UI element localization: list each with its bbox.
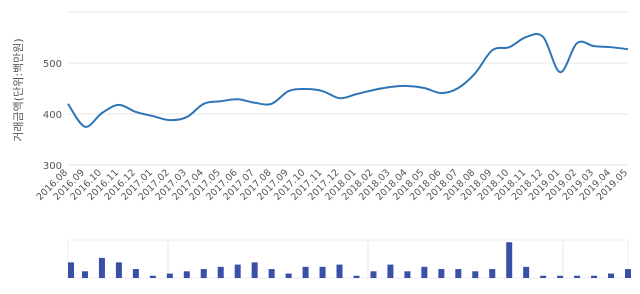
volume-bar [234, 264, 241, 278]
volume-bar [353, 275, 360, 278]
volume-bar [285, 273, 292, 278]
volume-bar [302, 266, 309, 278]
y-axis-label: 거래금액(단위:백만원) [12, 38, 25, 141]
volume-bar [81, 271, 88, 278]
volume-bar [251, 262, 258, 278]
volume-bar [472, 271, 479, 278]
volume-bar [625, 269, 631, 278]
volume-bar [438, 269, 445, 278]
volume-bar [200, 269, 207, 278]
volume-bar [68, 262, 74, 278]
volume-bar [421, 266, 428, 278]
y-tick-label: 500 [43, 59, 62, 70]
volume-bar [319, 266, 326, 278]
volume-bar [166, 273, 173, 278]
volume-bar [574, 275, 581, 278]
volume-bar [455, 269, 462, 278]
volume-bar [149, 275, 156, 278]
volume-bar [540, 275, 547, 278]
volume-bar [404, 271, 411, 278]
volume-frame [67, 239, 629, 279]
y-tick-label: 400 [43, 110, 62, 121]
volume-bar [336, 264, 343, 278]
volume-bar [115, 262, 122, 278]
volume-bar [98, 257, 105, 278]
volume-bar [608, 273, 615, 278]
volume-bar [268, 269, 275, 278]
volume-bar [132, 269, 139, 278]
volume-bar [557, 275, 564, 278]
volume-bar [506, 242, 513, 278]
volume-bar [370, 271, 377, 278]
volume-bar [523, 266, 530, 278]
volume-bar [217, 266, 224, 278]
price-line [67, 32, 629, 128]
volume-bar [489, 269, 496, 278]
y-tick-label: 300 [43, 161, 62, 172]
volume-bar [591, 275, 598, 278]
volume-bar [183, 271, 190, 278]
volume-bar [387, 264, 394, 278]
